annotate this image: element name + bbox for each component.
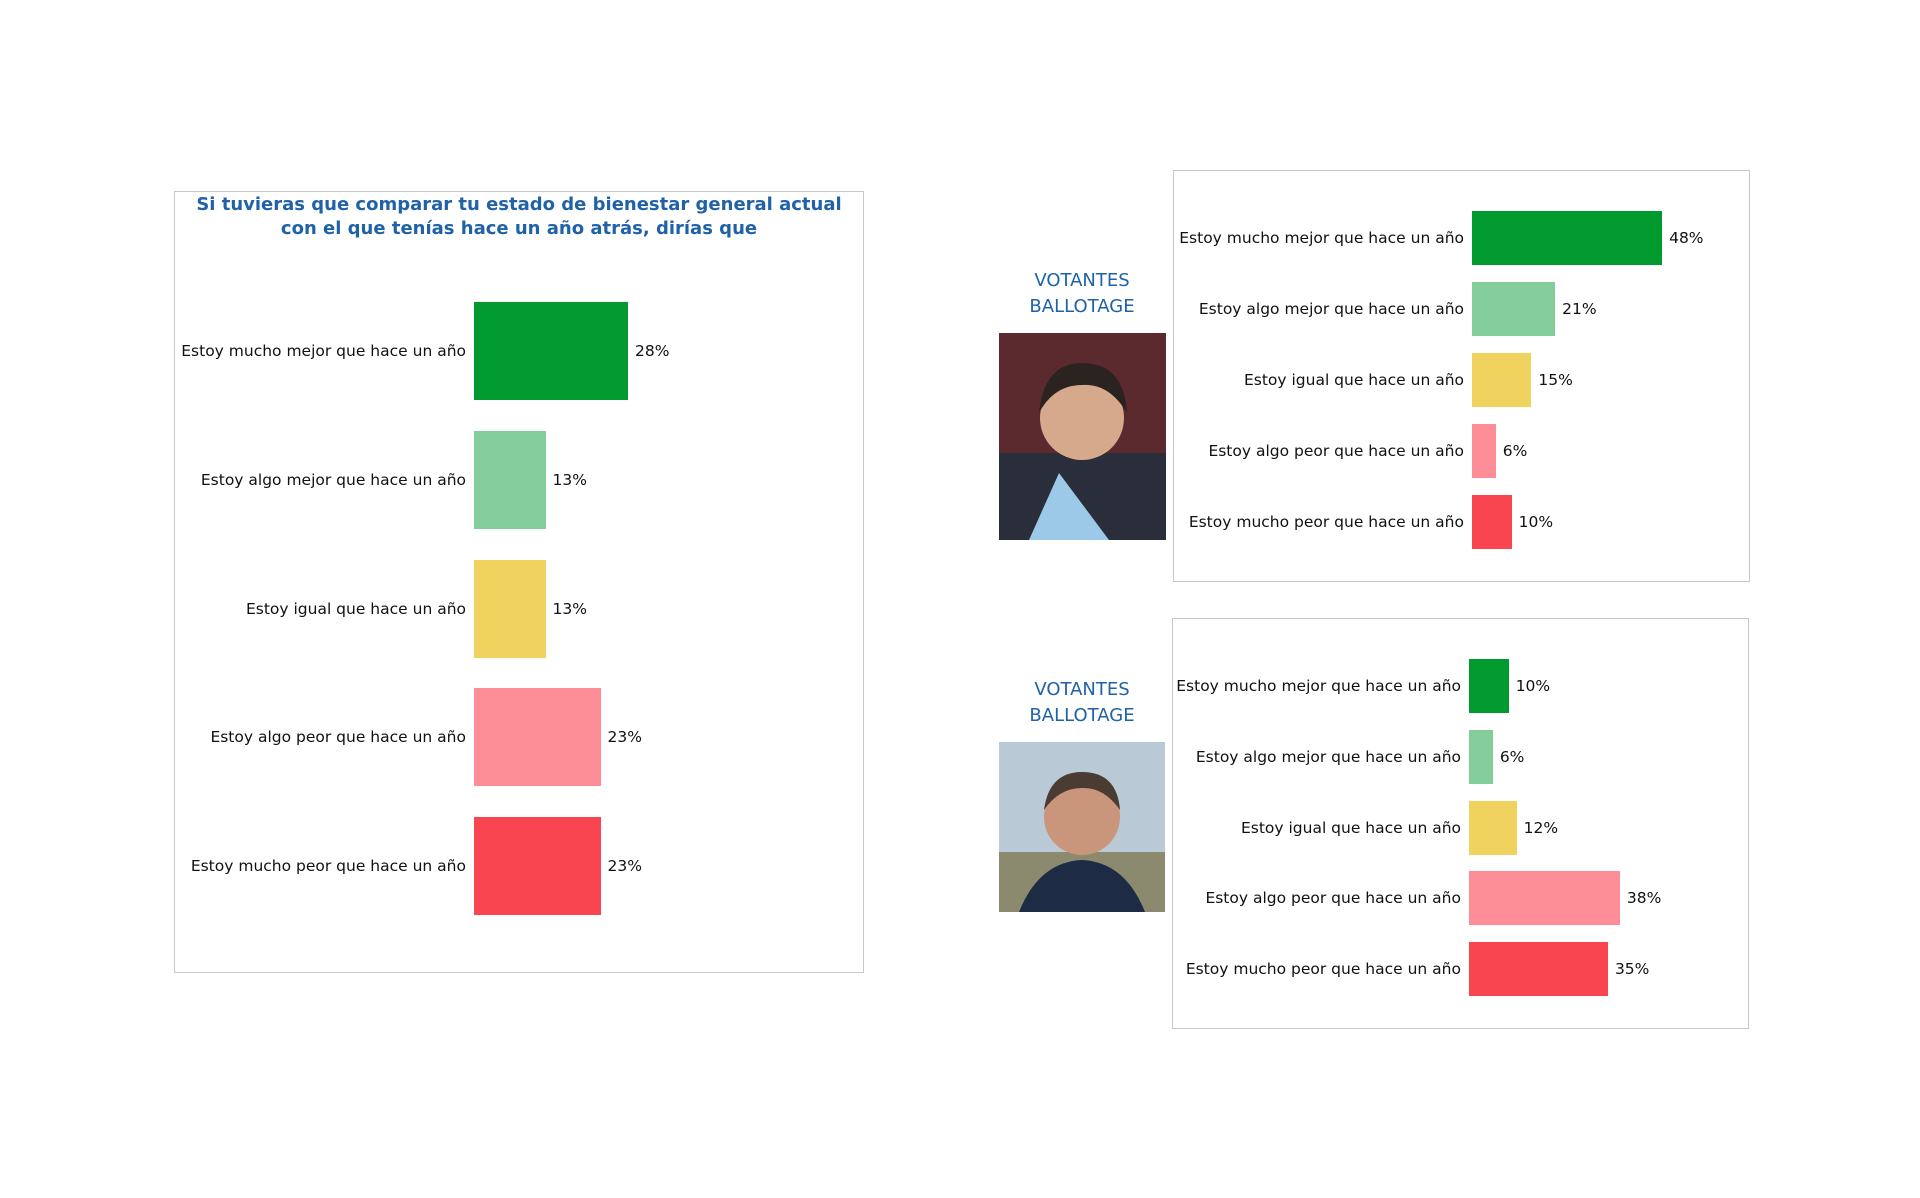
value-label: 6% (1502, 442, 1528, 460)
value-label: 6% (1499, 748, 1525, 766)
chart-title: Si tuvieras que comparar tu estado de bi… (196, 194, 842, 239)
bar (1469, 871, 1620, 925)
category-label: Estoy igual que hace un año (1243, 371, 1464, 389)
value-label: 10% (1518, 513, 1554, 531)
chart-frame (174, 191, 864, 973)
category-label: Estoy mucho mejor que hace un año (181, 342, 466, 360)
bar (474, 302, 628, 400)
bar (1472, 282, 1556, 336)
value-label: 15% (1538, 371, 1573, 389)
group-label: VOTANTES BALLOTAGE (1029, 270, 1135, 317)
bar (474, 560, 546, 658)
bar (1469, 801, 1517, 855)
category-label: Estoy algo mejor que hace un año (200, 471, 466, 489)
value-label: 13% (552, 471, 587, 489)
category-label: Estoy mucho peor que hace un año (190, 857, 466, 875)
category-label: Estoy mucho mejor que hace un año (1176, 677, 1461, 695)
value-label: 35% (1614, 960, 1650, 978)
value-label: 21% (1562, 300, 1597, 318)
value-label: 10% (1515, 677, 1551, 695)
category-label: Estoy algo peor que hace un año (1205, 889, 1461, 907)
value-label: 48% (1669, 229, 1704, 247)
photo (999, 333, 1166, 540)
category-label: Estoy algo peor que hace un año (210, 728, 466, 746)
value-label: 23% (607, 728, 642, 746)
bar (1472, 353, 1532, 407)
value-label: 13% (552, 600, 587, 618)
bar (1469, 659, 1509, 713)
group-label: VOTANTES BALLOTAGE (1029, 679, 1135, 726)
bar (1472, 424, 1496, 478)
category-label: Estoy igual que hace un año (1240, 819, 1461, 837)
photo (999, 742, 1165, 912)
chart-frame (1172, 618, 1749, 1029)
category-label: Estoy algo peor que hace un año (1208, 442, 1464, 460)
value-label: 38% (1626, 889, 1662, 907)
bar (1472, 211, 1663, 265)
bar (1469, 730, 1493, 784)
bar (474, 688, 601, 786)
bar (474, 817, 601, 915)
value-label: 23% (607, 857, 642, 875)
chart-frame (1173, 170, 1750, 582)
category-label: Estoy algo mejor que hace un año (1198, 300, 1464, 318)
category-label: Estoy algo mejor que hace un año (1195, 748, 1461, 766)
category-label: Estoy mucho peor que hace un año (1185, 960, 1461, 978)
category-label: Estoy mucho peor que hace un año (1188, 513, 1464, 531)
bar (1472, 495, 1512, 549)
category-label: Estoy igual que hace un año (245, 600, 466, 618)
value-label: 28% (635, 342, 670, 360)
bar (1469, 942, 1608, 996)
category-label: Estoy mucho mejor que hace un año (1179, 229, 1464, 247)
bar (474, 431, 546, 529)
value-label: 12% (1523, 819, 1559, 837)
